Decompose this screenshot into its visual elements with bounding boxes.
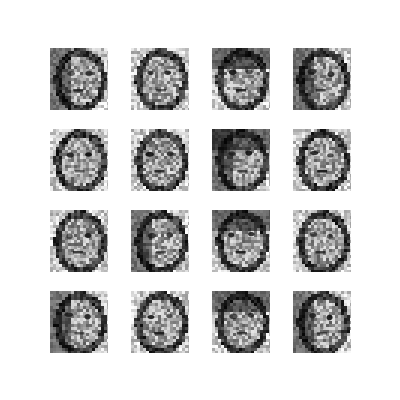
sample-grid	[50, 48, 352, 356]
sample-tile-16	[293, 291, 351, 353]
sample-tile-3	[212, 48, 270, 110]
sample-tile-5	[50, 129, 108, 191]
sample-tile-14	[131, 291, 189, 353]
face-sample-image	[131, 48, 189, 110]
sample-tile-1	[50, 48, 108, 110]
face-sample-image	[50, 48, 108, 110]
face-sample-image	[293, 291, 351, 353]
sample-tile-2	[131, 48, 189, 110]
sample-tile-12	[293, 210, 351, 272]
face-sample-image	[50, 291, 108, 353]
sample-tile-10	[131, 210, 189, 272]
face-sample-image	[293, 48, 351, 110]
sample-tile-11	[212, 210, 270, 272]
sample-tile-13	[50, 291, 108, 353]
sample-tile-15	[212, 291, 270, 353]
sample-tile-4	[293, 48, 351, 110]
face-sample-image	[131, 291, 189, 353]
sample-tile-8	[293, 129, 351, 191]
face-sample-image	[212, 210, 270, 272]
face-sample-image	[212, 291, 270, 353]
face-sample-image	[131, 210, 189, 272]
sample-tile-7	[212, 129, 270, 191]
face-sample-image	[212, 48, 270, 110]
face-sample-image	[212, 129, 270, 191]
face-sample-image	[50, 210, 108, 272]
face-sample-image	[131, 129, 189, 191]
sample-tile-9	[50, 210, 108, 272]
sample-tile-6	[131, 129, 189, 191]
face-sample-image	[50, 129, 108, 191]
face-sample-image	[293, 129, 351, 191]
face-sample-image	[293, 210, 351, 272]
